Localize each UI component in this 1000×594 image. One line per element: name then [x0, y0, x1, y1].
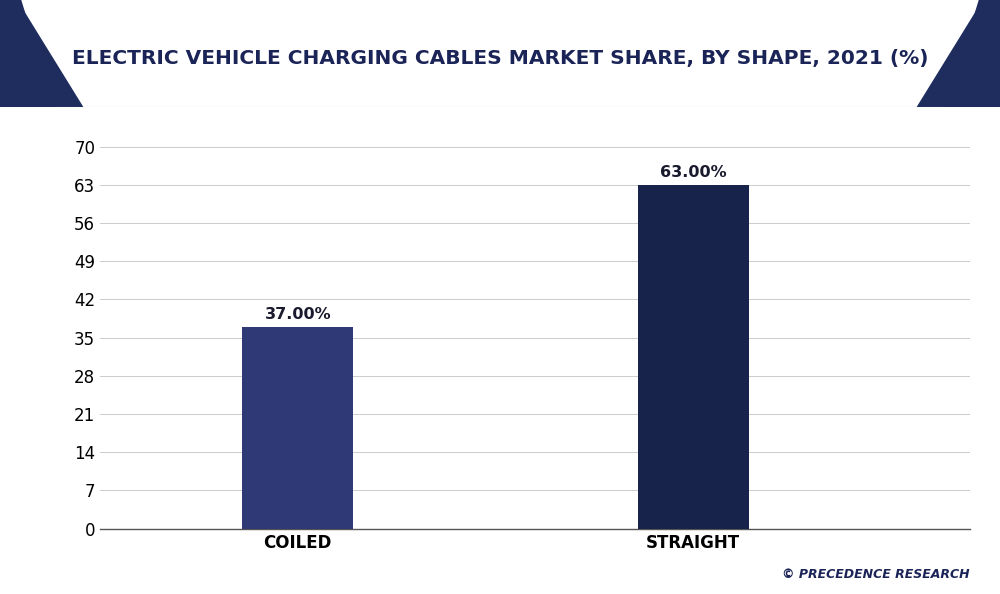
Polygon shape [918, 0, 1000, 107]
Text: ELECTRIC VEHICLE CHARGING CABLES MARKET SHARE, BY SHAPE, 2021 (%): ELECTRIC VEHICLE CHARGING CABLES MARKET … [72, 49, 928, 68]
Text: 63.00%: 63.00% [660, 165, 726, 181]
Bar [242, 327, 353, 529]
Bar [638, 185, 749, 529]
Polygon shape [22, 0, 978, 107]
Text: © PRECEDENCE RESEARCH: © PRECEDENCE RESEARCH [782, 568, 970, 581]
Text: 37.00%: 37.00% [264, 307, 331, 323]
Polygon shape [0, 0, 82, 107]
